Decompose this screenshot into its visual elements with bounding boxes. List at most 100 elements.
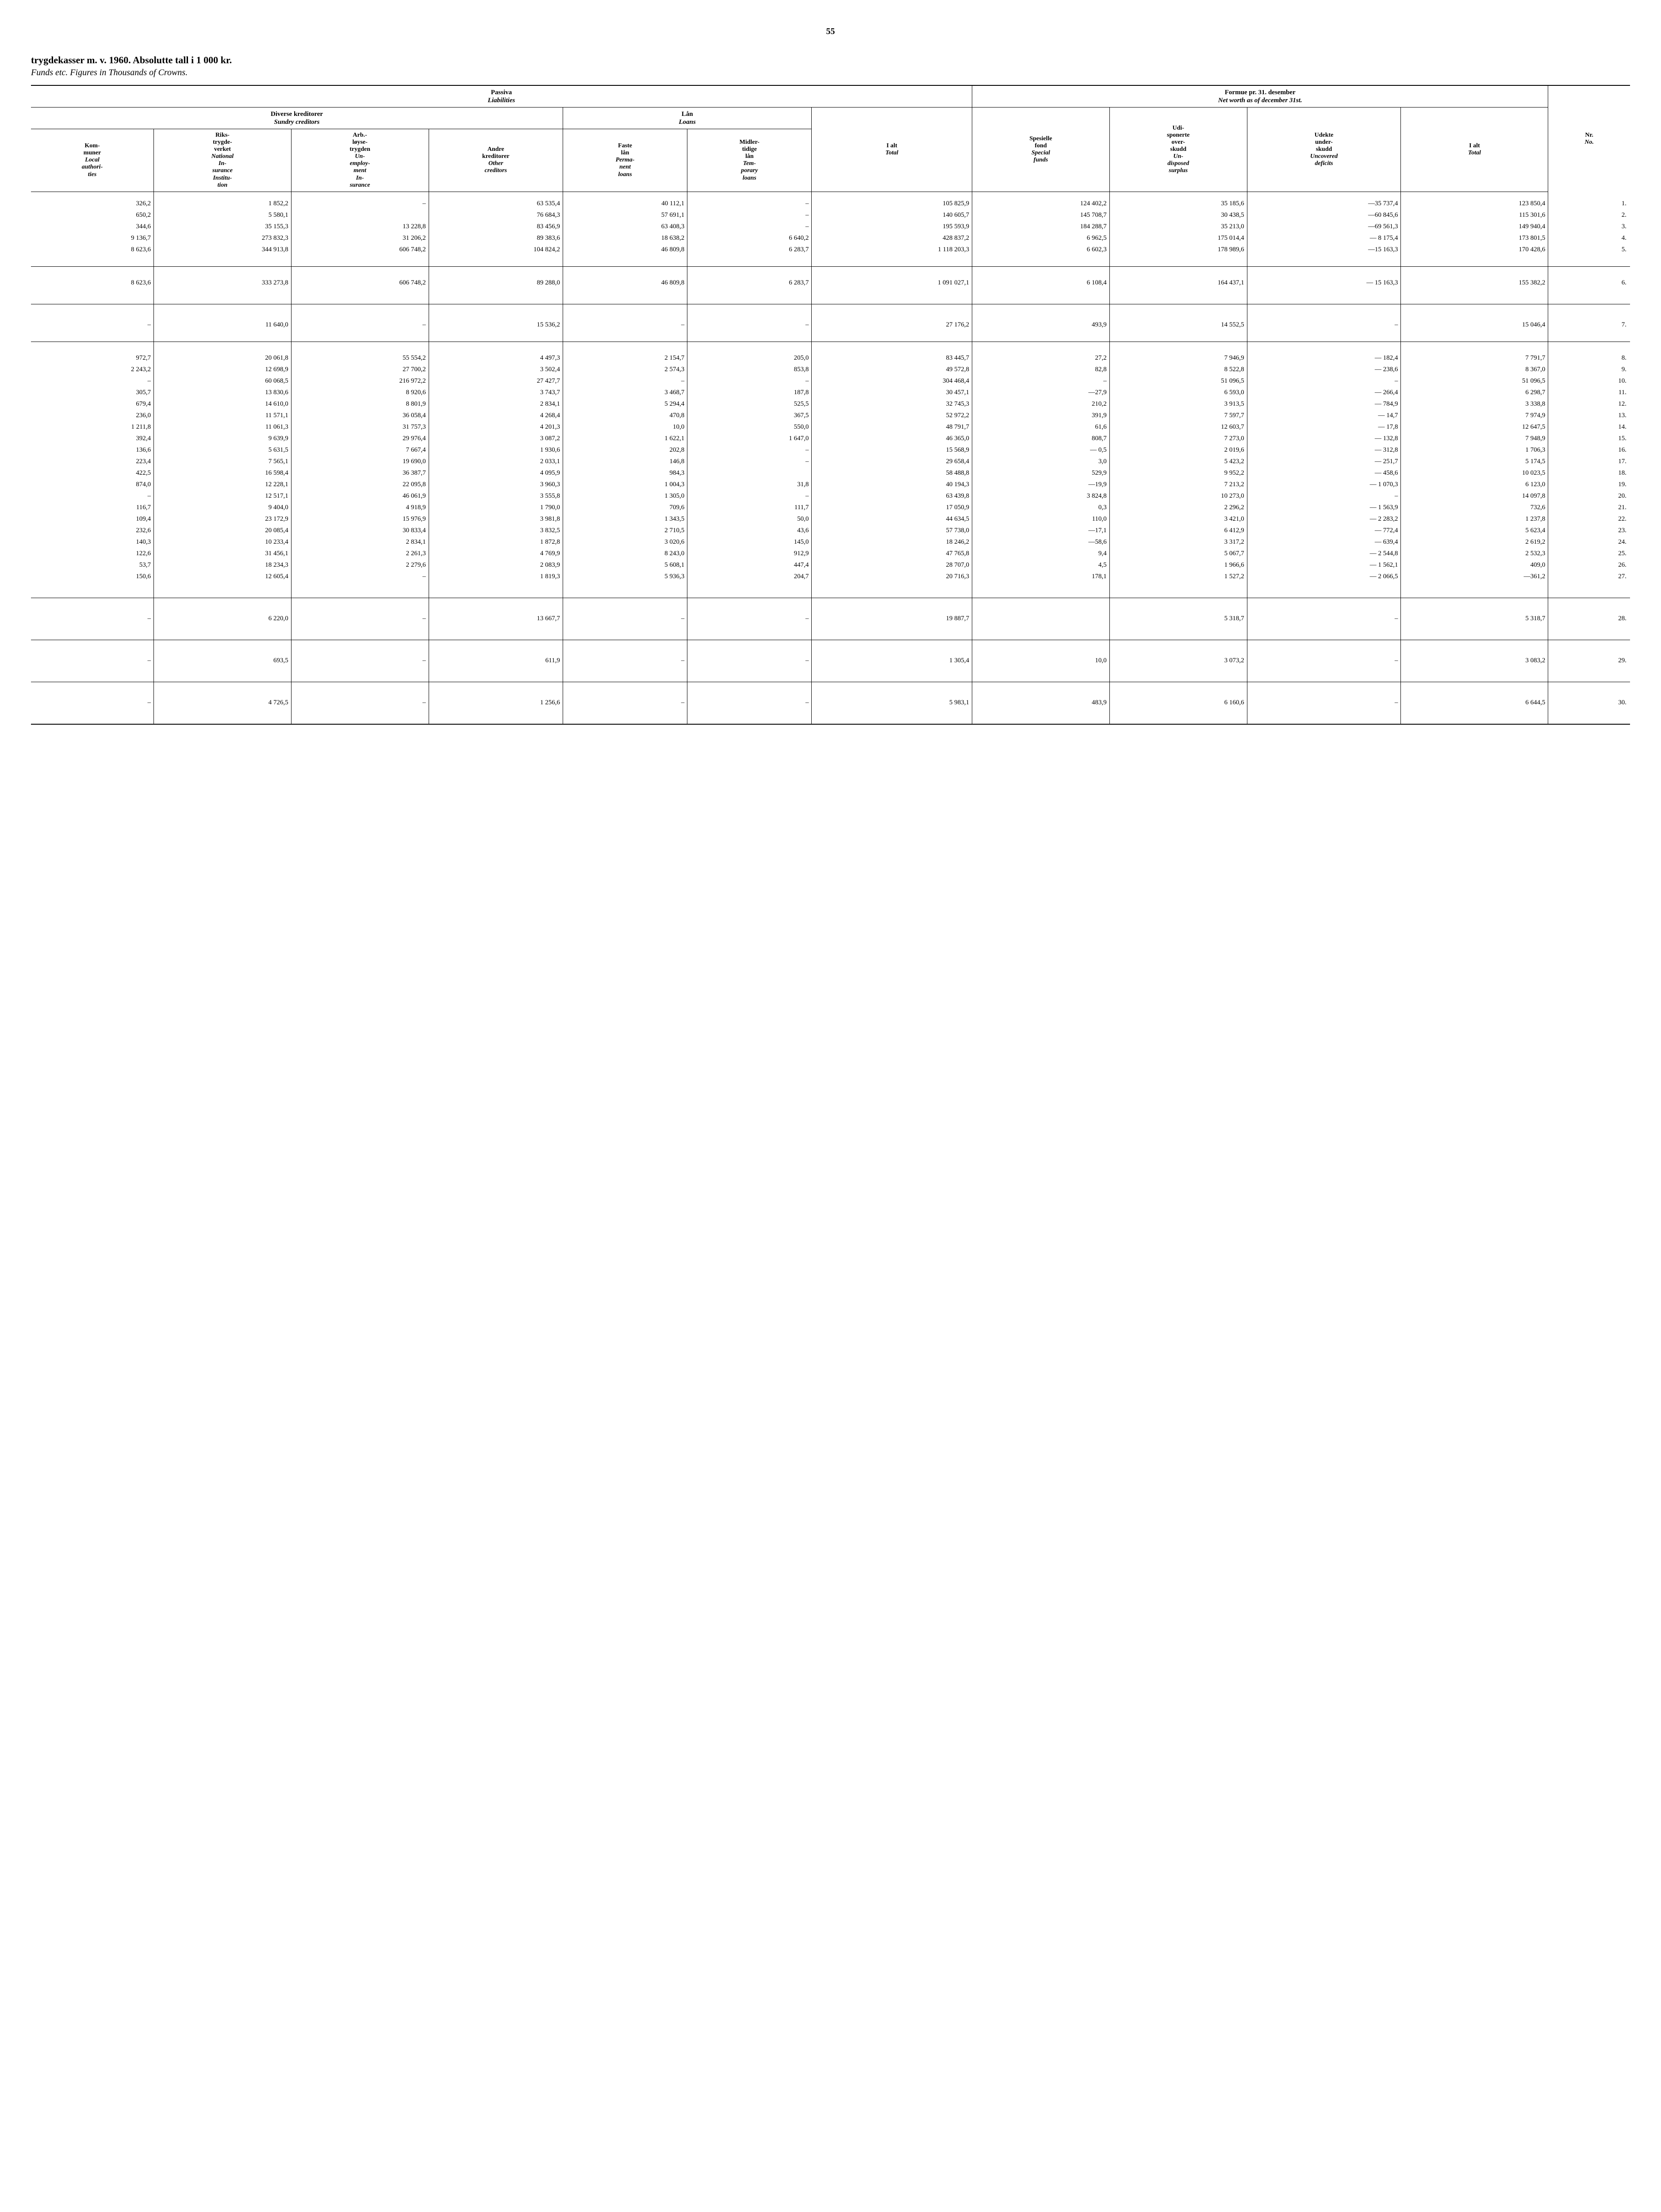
table-cell: 2 710,5 — [563, 525, 687, 537]
table-cell: 14 552,5 — [1109, 319, 1247, 331]
table-cell: 4,5 — [972, 560, 1110, 571]
table-row: –4 726,5–1 256,6––5 983,1483,96 160,6–6 … — [31, 697, 1630, 709]
table-cell: 11 640,0 — [154, 319, 292, 331]
table-row: 116,79 404,04 918,91 790,0709,6111,717 0… — [31, 502, 1630, 514]
table-cell: – — [972, 376, 1110, 387]
header-passiva: Passiva Liabilities — [31, 85, 972, 108]
table-cell: – — [31, 655, 154, 667]
table-cell — [687, 468, 812, 479]
row-number: 5. — [1548, 244, 1630, 256]
table-cell: 205,0 — [687, 353, 812, 364]
table-row: 392,49 639,929 976,43 087,21 622,11 647,… — [31, 433, 1630, 445]
table-row: 8 623,6333 273,8606 748,289 288,046 809,… — [31, 277, 1630, 289]
header-c7: I alt Total — [812, 108, 972, 192]
table-cell: 6 644,5 — [1401, 697, 1548, 709]
table-cell: 1 852,2 — [154, 198, 292, 210]
table-cell: 333 273,8 — [154, 277, 292, 289]
row-number: 26. — [1548, 560, 1630, 571]
table-cell: – — [687, 456, 812, 468]
table-cell: 150,6 — [31, 571, 154, 583]
table-cell: 16 598,4 — [154, 468, 292, 479]
table-cell: 6 283,7 — [687, 244, 812, 256]
table-cell: 8 920,6 — [291, 387, 429, 399]
table-cell: — 15 163,3 — [1247, 277, 1401, 289]
row-number: 25. — [1548, 548, 1630, 560]
row-number: 27. — [1548, 571, 1630, 583]
table-cell: 693,5 — [154, 655, 292, 667]
table-cell: 236,0 — [31, 410, 154, 422]
table-cell: —35 737,4 — [1247, 198, 1401, 210]
table-cell: 3 073,2 — [1109, 655, 1247, 667]
table-cell: 12 517,1 — [154, 491, 292, 502]
table-cell: 50,0 — [687, 514, 812, 525]
table-cell: 874,0 — [31, 479, 154, 491]
table-cell: 2 279,6 — [291, 560, 429, 571]
table-row: 1 211,811 061,331 757,34 201,310,0550,04… — [31, 422, 1630, 433]
row-number: 28. — [1548, 613, 1630, 625]
table-cell: 7 597,7 — [1109, 410, 1247, 422]
table-row: 150,612 605,4–1 819,35 936,3204,720 716,… — [31, 571, 1630, 583]
table-cell: 679,4 — [31, 399, 154, 410]
table-cell: 3 083,2 — [1401, 655, 1548, 667]
table-cell: – — [687, 445, 812, 456]
table-cell: 4 918,9 — [291, 502, 429, 514]
table-cell: 853,8 — [687, 364, 812, 376]
table-cell: 392,4 — [31, 433, 154, 445]
table-row: 679,414 610,08 801,92 834,15 294,4525,53… — [31, 399, 1630, 410]
table-cell: 6 962,5 — [972, 233, 1110, 244]
table-cell: 1 237,8 — [1401, 514, 1548, 525]
page-title-sub: Funds etc. Figures in Thousands of Crown… — [31, 68, 1630, 78]
table-cell: 304 468,4 — [812, 376, 972, 387]
table-cell: — 266,4 — [1247, 387, 1401, 399]
table-cell: 2 154,7 — [563, 353, 687, 364]
table-cell: — 17,8 — [1247, 422, 1401, 433]
row-number: 17. — [1548, 456, 1630, 468]
table-cell: 17 050,9 — [812, 502, 972, 514]
table-cell: 149 940,4 — [1401, 221, 1548, 233]
table-cell: 470,8 — [563, 410, 687, 422]
table-cell: 44 634,5 — [812, 514, 972, 525]
table-cell: 5 580,1 — [154, 210, 292, 221]
table-cell: 12 228,1 — [154, 479, 292, 491]
table-cell: — 8 175,4 — [1247, 233, 1401, 244]
table-cell: 20 716,3 — [812, 571, 972, 583]
table-cell: 9 952,2 — [1109, 468, 1247, 479]
table-cell: 2 033,1 — [429, 456, 563, 468]
table-cell: 7 791,7 — [1401, 353, 1548, 364]
table-cell: 5 294,4 — [563, 399, 687, 410]
table-cell: 49 572,8 — [812, 364, 972, 376]
table-cell: 3 981,8 — [429, 514, 563, 525]
table-row: 223,47 565,119 690,02 033,1146,8–29 658,… — [31, 456, 1630, 468]
table-cell: 22 095,8 — [291, 479, 429, 491]
row-number: 8. — [1548, 353, 1630, 364]
table-cell: 447,4 — [687, 560, 812, 571]
table-cell: 123 850,4 — [1401, 198, 1548, 210]
row-number: 12. — [1548, 399, 1630, 410]
table-cell: 35 213,0 — [1109, 221, 1247, 233]
table-cell: 1 930,6 — [429, 445, 563, 456]
table-row: 326,21 852,2–63 535,440 112,1–105 825,91… — [31, 198, 1630, 210]
table-cell: 606 748,2 — [291, 277, 429, 289]
row-number: 20. — [1548, 491, 1630, 502]
table-cell: 35 155,3 — [154, 221, 292, 233]
table-cell: 15 976,9 — [291, 514, 429, 525]
table-cell: 83 445,7 — [812, 353, 972, 364]
table-cell: 35 185,6 — [1109, 198, 1247, 210]
table-cell: 140,3 — [31, 537, 154, 548]
table-cell: 7 946,9 — [1109, 353, 1247, 364]
table-cell: 1 004,3 — [563, 479, 687, 491]
table-cell: 4 726,5 — [154, 697, 292, 709]
table-cell: 422,5 — [31, 468, 154, 479]
table-row: –60 068,5216 972,227 427,7––304 468,4–51… — [31, 376, 1630, 387]
table-cell: 46 365,0 — [812, 433, 972, 445]
table-cell: 55 554,2 — [291, 353, 429, 364]
table-cell: 5 608,1 — [563, 560, 687, 571]
table-row: –693,5–611,9––1 305,410,03 073,2–3 083,2… — [31, 655, 1630, 667]
header-c6: Midler-tidigelånTem-poraryloans — [687, 129, 812, 192]
table-row: 972,720 061,855 554,24 497,32 154,7205,0… — [31, 353, 1630, 364]
table-cell: 3 317,2 — [1109, 537, 1247, 548]
table-row: 136,65 631,57 667,41 930,6202,8–15 568,9… — [31, 445, 1630, 456]
table-cell — [291, 210, 429, 221]
table-cell: 3 555,8 — [429, 491, 563, 502]
table-cell: 57 738,0 — [812, 525, 972, 537]
